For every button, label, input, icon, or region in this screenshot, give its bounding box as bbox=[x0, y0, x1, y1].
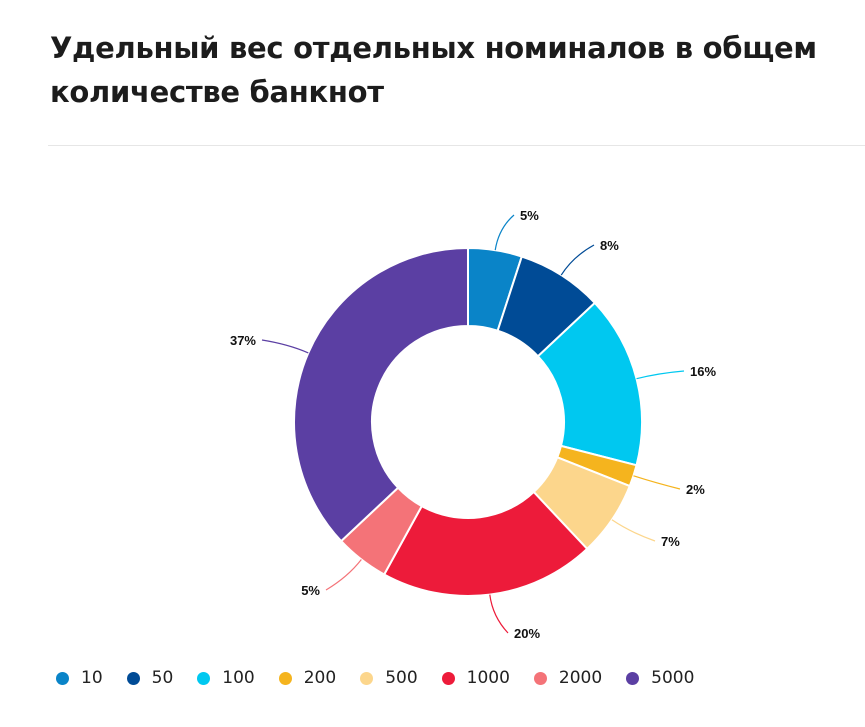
leader-line-200 bbox=[633, 475, 681, 490]
leader-line-10 bbox=[494, 214, 515, 251]
data-label-200: 2% bbox=[686, 482, 705, 497]
legend-swatch-5000 bbox=[626, 671, 640, 685]
legend-swatch-50 bbox=[126, 671, 140, 685]
data-label-50: 8% bbox=[600, 238, 619, 253]
data-label-2000: 5% bbox=[301, 583, 320, 598]
legend-label-200: 200 bbox=[303, 668, 337, 688]
legend-item-2000[interactable]: 2000 bbox=[533, 668, 603, 688]
chart-title: Удельный вес отдельных номиналов в общем… bbox=[50, 31, 817, 109]
legend-label-50: 50 bbox=[151, 668, 174, 688]
leader-line-2000 bbox=[325, 559, 362, 591]
legend-item-1000[interactable]: 1000 bbox=[441, 668, 510, 688]
leader-line-1000 bbox=[489, 594, 509, 634]
legend-item-5000[interactable]: 5000 bbox=[626, 668, 694, 688]
legend-item-50[interactable]: 50 bbox=[126, 668, 174, 688]
leader-line-50 bbox=[560, 244, 595, 276]
legend-label-5000: 5000 bbox=[651, 668, 695, 688]
slice-5000 bbox=[293, 246, 469, 543]
legend-label-100: 100 bbox=[222, 668, 255, 688]
chart-legend: 10 50 100 200 500 1000 2000 5000 bbox=[56, 665, 718, 691]
data-label-500: 7% bbox=[661, 534, 680, 549]
legend-swatch-500 bbox=[360, 671, 374, 685]
legend-swatch-1000 bbox=[441, 671, 455, 685]
legend-swatch-200 bbox=[278, 671, 292, 685]
leader-line-5000 bbox=[261, 339, 309, 354]
data-label-10: 5% bbox=[520, 208, 539, 223]
leader-line-100 bbox=[636, 370, 685, 380]
data-label-1000: 20% bbox=[514, 626, 540, 641]
legend-swatch-2000 bbox=[533, 671, 547, 685]
legend-label-10: 10 bbox=[81, 668, 103, 688]
legend-swatch-10 bbox=[56, 671, 69, 685]
data-label-5000: 37% bbox=[230, 333, 256, 348]
donut-chart: 5% 8% 16% 2% 7% 20% 5% 37% bbox=[230, 208, 716, 641]
leader-line-500 bbox=[611, 519, 656, 542]
legend-label-2000: 2000 bbox=[558, 668, 603, 688]
legend-swatch-100 bbox=[197, 671, 211, 685]
legend-label-1000: 1000 bbox=[466, 668, 510, 688]
legend-item-500[interactable]: 500 bbox=[360, 668, 418, 688]
legend-item-10[interactable]: 10 bbox=[56, 668, 103, 688]
data-label-100: 16% bbox=[690, 364, 716, 379]
title-divider bbox=[48, 145, 865, 146]
slice-1000 bbox=[382, 490, 589, 597]
legend-item-100[interactable]: 100 bbox=[197, 668, 255, 688]
legend-label-500: 500 bbox=[385, 668, 418, 688]
legend-item-200[interactable]: 200 bbox=[278, 668, 337, 688]
